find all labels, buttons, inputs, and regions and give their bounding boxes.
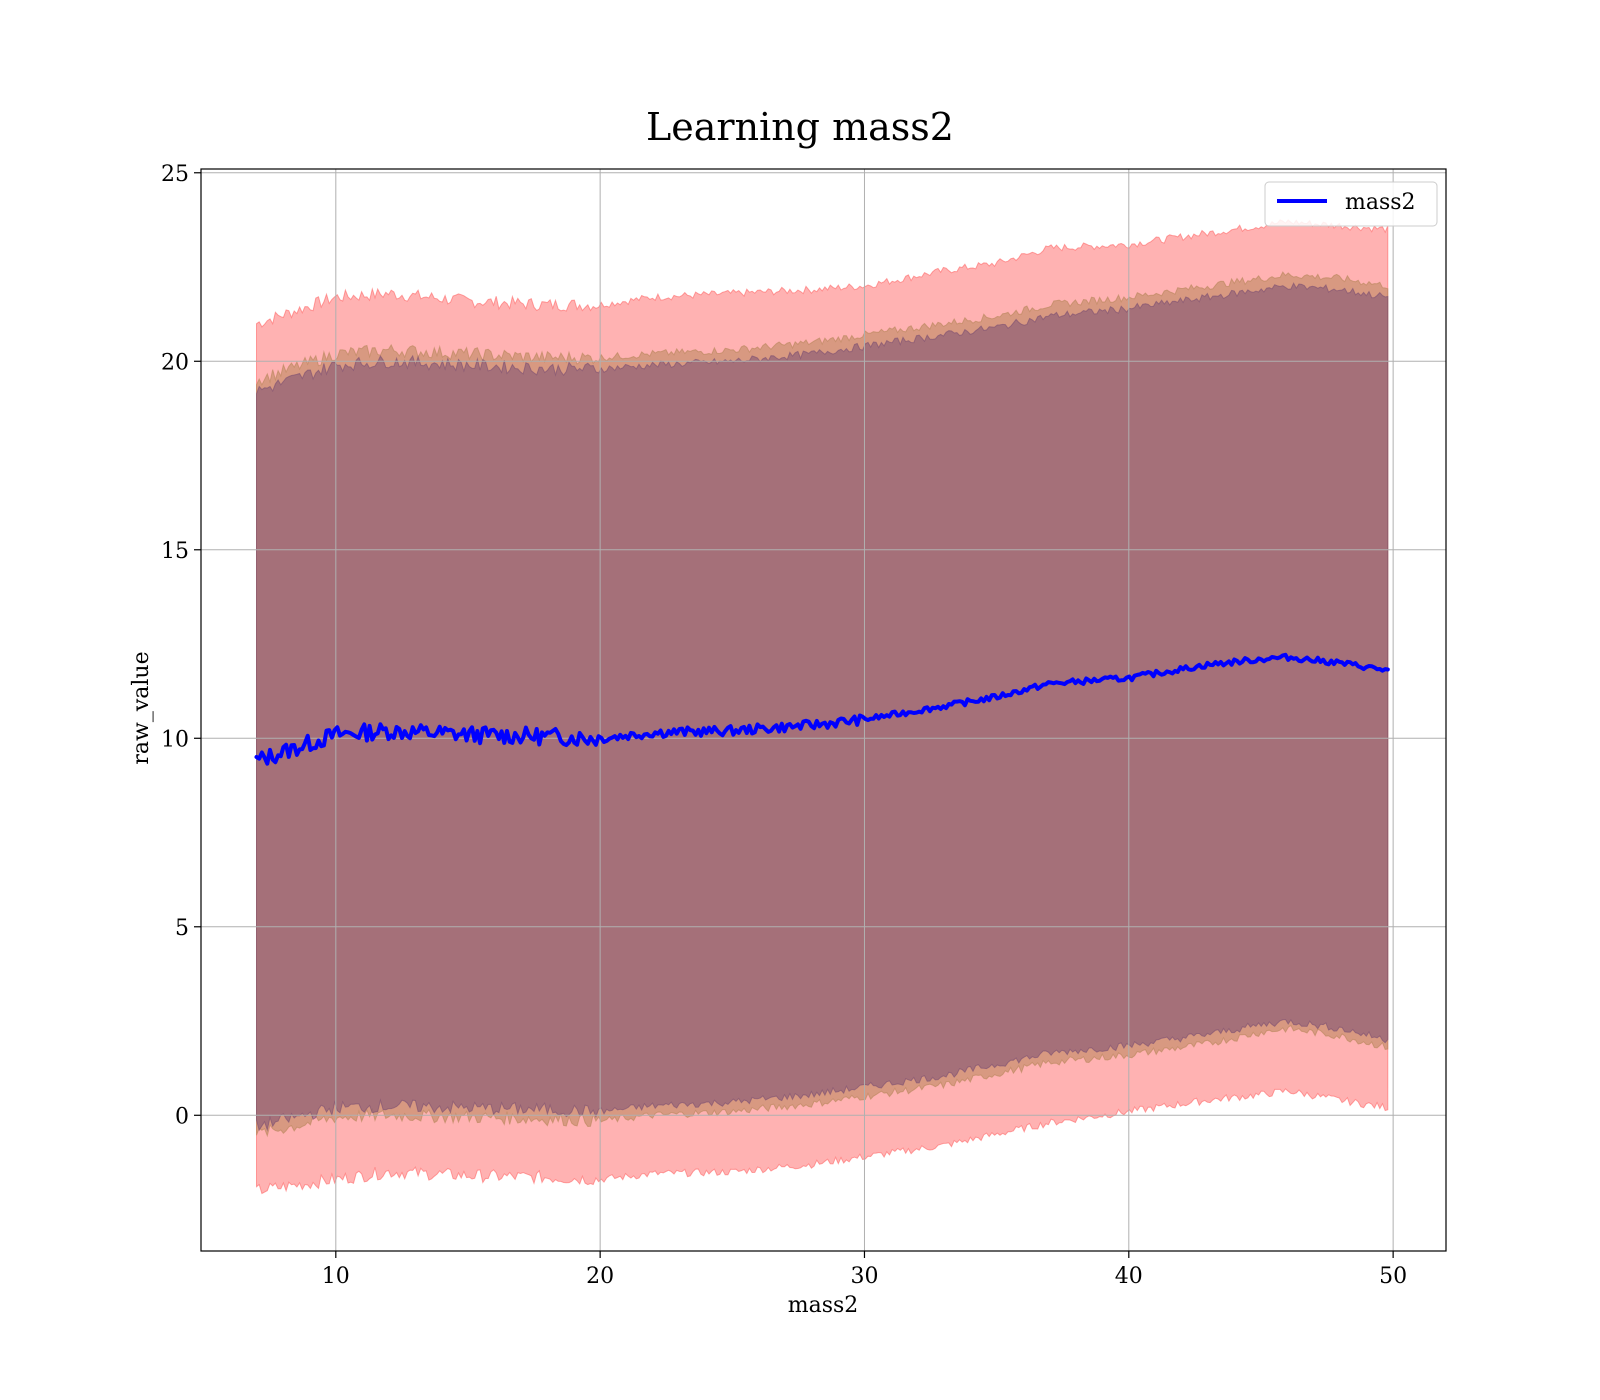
- y-tick-label: 15: [161, 539, 189, 564]
- y-tick-label: 10: [161, 727, 189, 752]
- x-tick-label: 30: [850, 1264, 878, 1289]
- band-3: [256, 282, 1389, 1132]
- x-tick-label: 20: [586, 1264, 614, 1289]
- x-axis-ticks: 10 20 30 40 50: [322, 1251, 1407, 1289]
- series-lines: [254, 652, 1390, 766]
- legend-label-mass2: mass2: [1345, 190, 1416, 215]
- y-axis-label: raw_value: [129, 651, 154, 764]
- x-tick-label: 10: [322, 1264, 350, 1289]
- legend: mass2: [1264, 181, 1438, 227]
- y-axis-ticks: 0 5 10 15 20 25: [161, 162, 201, 1129]
- x-axis-label: mass2: [788, 1293, 859, 1318]
- y-tick-label: 25: [161, 162, 189, 187]
- legend-box: [1264, 181, 1438, 227]
- series-line-mass2: [254, 652, 1390, 766]
- y-tick-label: 0: [175, 1104, 189, 1129]
- chart-title: Learning mass2: [646, 105, 954, 149]
- plot-frame: [200, 168, 1447, 1252]
- x-tick-label: 40: [1115, 1264, 1143, 1289]
- grid-lines: [201, 169, 1446, 1251]
- y-tick-label: 5: [175, 916, 189, 941]
- y-tick-label: 20: [161, 350, 189, 375]
- confidence-bands: [256, 219, 1389, 1195]
- x-tick-label: 50: [1379, 1264, 1407, 1289]
